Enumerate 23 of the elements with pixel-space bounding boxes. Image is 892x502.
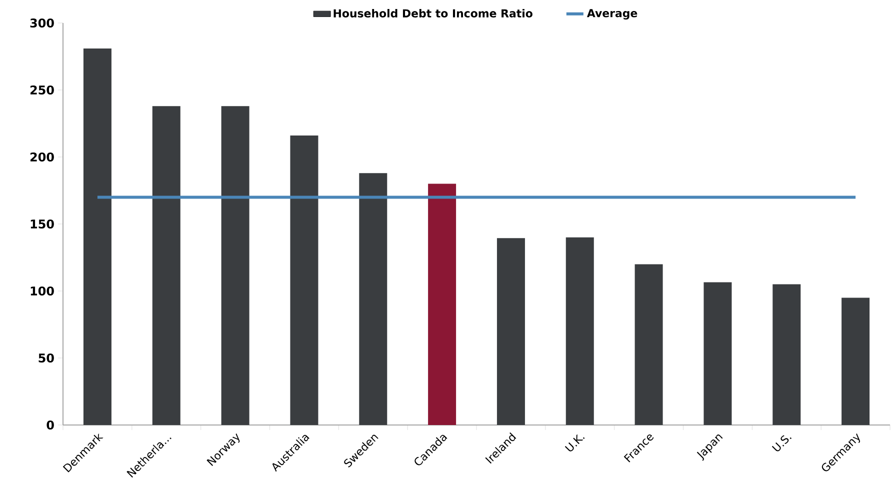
bar — [290, 136, 318, 425]
x-tick-label: U.S. — [772, 435, 792, 452]
bar — [772, 284, 801, 425]
x-tick-label: U.K. — [564, 434, 585, 452]
y-tick-label: 200 — [30, 152, 54, 162]
bar — [496, 238, 525, 425]
bar — [842, 298, 870, 425]
bar — [221, 106, 250, 425]
bar — [704, 282, 732, 425]
bar — [428, 184, 456, 425]
bar — [83, 48, 112, 425]
y-tick-label: 100 — [30, 286, 54, 296]
legend-label: Average — [586, 9, 638, 20]
bar — [566, 237, 594, 425]
bar — [152, 106, 180, 425]
y-tick-label: 0 — [46, 420, 54, 430]
y-tick-label: 150 — [30, 219, 54, 229]
bar — [359, 173, 388, 425]
y-tick-label: 250 — [30, 85, 54, 95]
y-tick-label: 300 — [30, 18, 54, 28]
y-tick-label: 50 — [38, 353, 54, 363]
legend-label: Household Debt to Income Ratio — [334, 8, 532, 18]
bar — [634, 264, 663, 425]
